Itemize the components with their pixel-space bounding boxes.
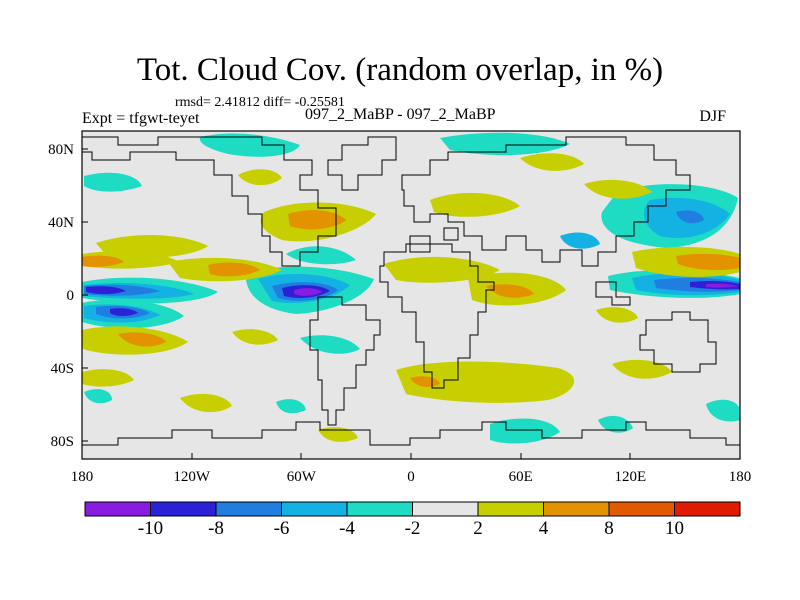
- colorbar-swatch: [608, 501, 675, 517]
- experiment-label: Expt = tfgwt-teyet: [82, 110, 200, 127]
- contour-core-dark-blue: [86, 286, 126, 295]
- contour-core-orange: [486, 284, 534, 298]
- colorbar-swatch: [674, 501, 741, 517]
- colorbar-swatch: [346, 501, 413, 517]
- colorbar-swatch: [84, 501, 151, 517]
- y-tick-label: 80S: [51, 434, 74, 450]
- stats-label: rmsd= 2.41812 diff= -0.25581: [175, 95, 345, 110]
- contour-positive-region: [612, 359, 672, 379]
- colorbar-swatch: [281, 501, 348, 517]
- contour-negative-region: [276, 399, 306, 414]
- contour-fields: [82, 132, 740, 444]
- case-label: 097_2_MaBP - 097_2_MaBP: [305, 106, 496, 123]
- coastline-greenland: [327, 136, 397, 191]
- contour-positive-region: [238, 169, 282, 186]
- x-tick-label: 120E: [614, 469, 646, 485]
- contour-core-light-blue: [560, 232, 600, 249]
- contour-negative-region: [300, 335, 360, 354]
- colorbar-label: 8: [604, 518, 614, 539]
- coastline-north-america: [82, 136, 337, 267]
- contour-positive-region: [520, 153, 584, 171]
- colorbar: [84, 501, 741, 517]
- colorbar-label: -10: [138, 518, 163, 539]
- contour-core-orange: [676, 253, 740, 271]
- axis-ticks: [81, 148, 741, 459]
- chart-title: Tot. Cloud Cov. (random overlap, in %): [136, 52, 664, 88]
- contour-negative-region: [440, 132, 570, 156]
- x-tick-label: 180: [71, 469, 94, 485]
- contour-core-purple: [706, 283, 738, 288]
- x-tick-label: 0: [407, 469, 415, 485]
- colorbar-swatch: [215, 501, 282, 517]
- contour-negative-region: [706, 399, 740, 422]
- contour-negative-region: [84, 172, 142, 192]
- colorbar-labels: -10 -8 -6 -4 -2 2 4 8 10: [138, 518, 684, 539]
- colorbar-label: -2: [405, 518, 421, 539]
- x-tick-label: 180: [729, 469, 752, 485]
- coastline-south-america: [309, 296, 381, 426]
- contour-core-dark-blue: [110, 308, 138, 316]
- contour-core-orange: [82, 255, 124, 267]
- contour-core-orange: [208, 262, 260, 277]
- contour-positive-region: [318, 427, 358, 442]
- colorbar-swatch: [543, 501, 610, 517]
- contour-positive-region: [430, 192, 520, 217]
- y-tick-label: 40S: [51, 361, 74, 377]
- y-tick-label: 40N: [48, 215, 74, 231]
- contour-positive-region: [384, 256, 500, 283]
- colorbar-swatch: [477, 501, 544, 517]
- y-tick-label: 0: [67, 288, 75, 304]
- contour-positive-region: [584, 179, 652, 199]
- x-tick-label: 60W: [287, 469, 317, 485]
- colorbar-swatch: [150, 501, 217, 517]
- coastline-southeast-asia: [595, 281, 631, 306]
- contour-positive-region: [396, 361, 575, 403]
- contour-core-orange: [118, 332, 166, 347]
- contour-negative-region: [598, 415, 633, 433]
- colorbar-label: 4: [539, 518, 549, 539]
- season-label: DJF: [699, 108, 726, 125]
- contour-negative-region: [84, 389, 112, 404]
- coastline-antarctica: [82, 421, 740, 446]
- coastlines: [82, 136, 740, 446]
- contour-core-orange: [288, 210, 346, 230]
- colorbar-label: -4: [339, 518, 355, 539]
- colorbar-label: -6: [274, 518, 290, 539]
- contour-positive-region: [180, 393, 232, 413]
- contour-core-blue: [676, 210, 704, 224]
- coastline-europe-detail: [409, 227, 459, 253]
- x-tick-labels: 180 120W 60W 0 60E 120E 180: [71, 469, 752, 485]
- contour-positive-region: [232, 329, 278, 345]
- contour-positive-region: [82, 369, 134, 387]
- x-tick-label: 60E: [509, 469, 533, 485]
- contour-core-purple: [294, 288, 322, 296]
- coastline-australia: [639, 311, 717, 373]
- colorbar-label: -8: [208, 518, 224, 539]
- x-tick-label: 120W: [173, 469, 211, 485]
- colorbar-swatch: [412, 501, 479, 517]
- contour-negative-region: [199, 133, 300, 157]
- colorbar-label: 2: [473, 518, 483, 539]
- colorbar-label: 10: [665, 518, 684, 539]
- coastline-eurasia: [401, 136, 691, 267]
- coastline-africa: [379, 243, 495, 389]
- contour-positive-region: [596, 307, 638, 323]
- y-tick-label: 80N: [48, 142, 74, 158]
- y-tick-labels: 80N 40N 0 40S 80S: [48, 142, 74, 450]
- contour-negative-region: [286, 246, 356, 265]
